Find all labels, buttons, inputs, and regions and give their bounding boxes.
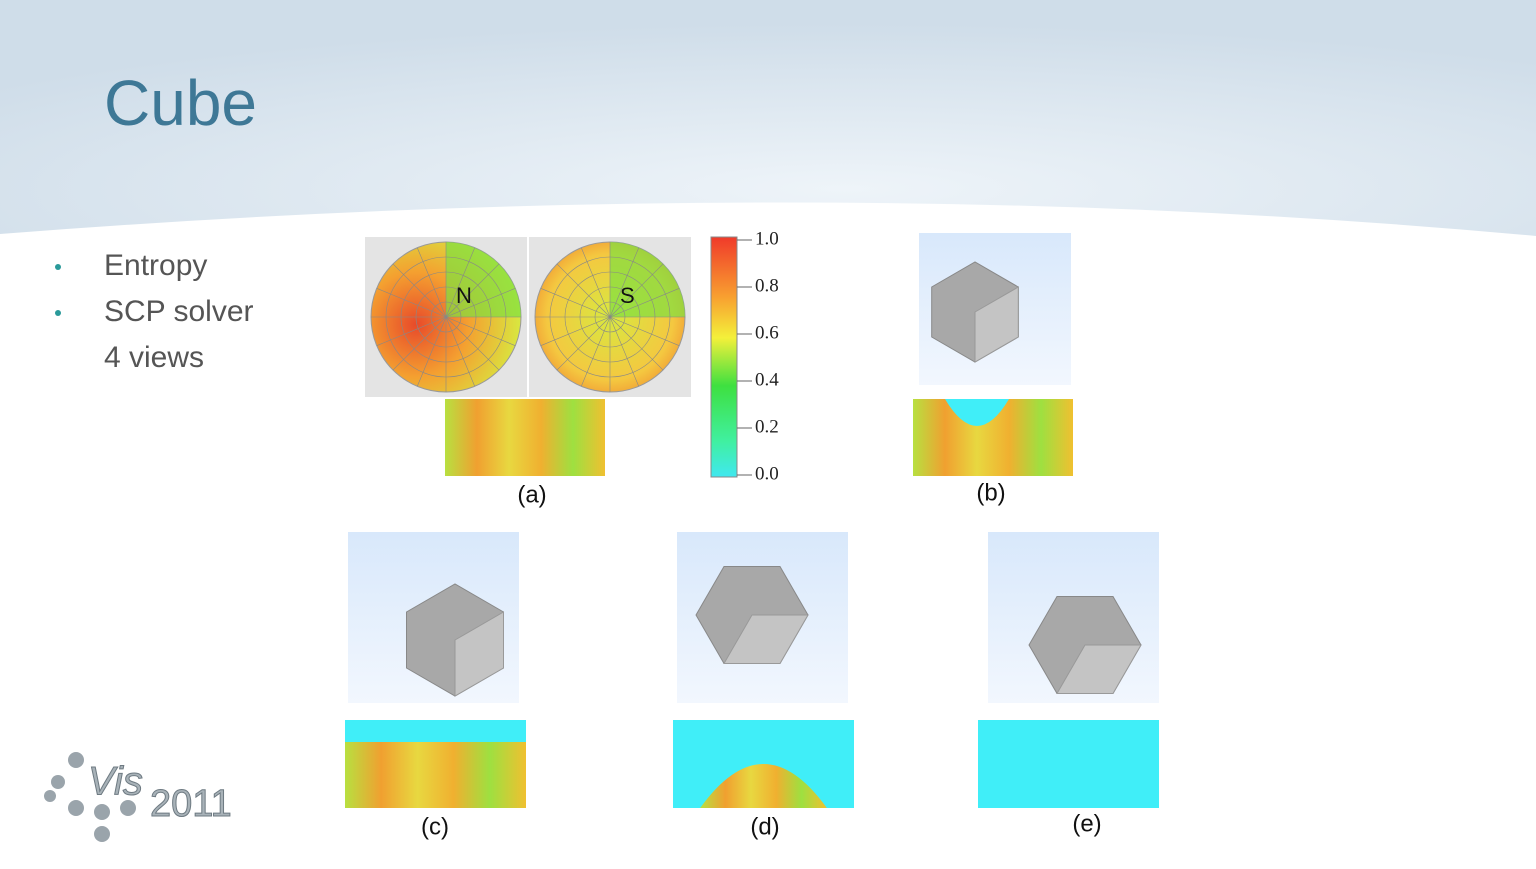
polar-spoke <box>376 288 447 318</box>
coverage-hole <box>345 720 526 742</box>
bullet-text: Entropy <box>104 249 207 282</box>
panel-label: (a) <box>517 481 546 508</box>
bullet-dot <box>55 310 61 316</box>
panel-label: (d) <box>750 813 779 840</box>
hemisphere-label: N <box>456 283 472 308</box>
bullet-list: Entropy SCP solver <box>55 249 254 328</box>
coverage-hole <box>978 720 1159 808</box>
polar-spoke <box>445 247 475 318</box>
logo-year: 2011 <box>150 783 232 825</box>
polar-spoke <box>392 316 447 371</box>
colorbar <box>710 236 738 478</box>
hemisphere-label: S <box>620 283 635 308</box>
polar-spoke <box>609 247 639 318</box>
polar-spoke <box>609 316 680 346</box>
polar-spoke <box>556 263 611 318</box>
coverage-hole <box>945 399 1009 426</box>
panel-label: (c) <box>421 813 449 840</box>
polar-spoke <box>445 263 500 318</box>
polar-spoke <box>609 316 664 371</box>
cube-face <box>974 286 1019 363</box>
polar-spoke <box>417 247 447 318</box>
polar-spoke <box>540 288 611 318</box>
polar-spoke <box>417 316 447 387</box>
cube-face <box>723 614 809 664</box>
panel-label: (b) <box>976 479 1005 506</box>
logo: Vis 2011 <box>44 752 232 842</box>
panel-label: (e) <box>1072 810 1101 837</box>
logo-text: Vis <box>88 760 143 804</box>
bullet-dot <box>55 264 61 270</box>
coverage-area <box>700 764 827 808</box>
polar-spoke <box>540 316 611 346</box>
colorbar-label: 0.2 <box>755 416 779 437</box>
entropy-strip <box>445 399 605 476</box>
polar-spoke <box>445 316 475 387</box>
polar-spoke <box>609 316 639 387</box>
colorbar-label: 1.0 <box>755 228 779 249</box>
cube-face <box>1056 644 1142 694</box>
sub-text: 4 views <box>104 341 204 374</box>
polar-spoke <box>609 263 664 318</box>
bullet-text: SCP solver <box>104 295 254 328</box>
colorbar-label: 0.4 <box>755 369 779 390</box>
polar-spoke <box>556 316 611 371</box>
polar-spoke <box>581 316 611 387</box>
colorbar-label: 0.8 <box>755 275 779 296</box>
polar-spoke <box>376 316 447 346</box>
cube-face <box>454 611 504 697</box>
polar-spoke <box>581 247 611 318</box>
colorbar-label: 0.0 <box>755 463 779 484</box>
header-band <box>0 0 1536 236</box>
polar-spoke <box>445 288 516 318</box>
figure: N S 1.0 0.8 0.6 0.4 0.2 0.0 (a) (b) (c) (d) (e) <box>345 228 1159 840</box>
colorbar-label: 0.6 <box>755 322 779 343</box>
polar-spoke <box>392 263 447 318</box>
polar-spoke <box>445 316 500 371</box>
polar-spoke <box>445 316 516 346</box>
polar-spoke <box>609 288 680 318</box>
slide-title: Cube <box>104 67 257 139</box>
